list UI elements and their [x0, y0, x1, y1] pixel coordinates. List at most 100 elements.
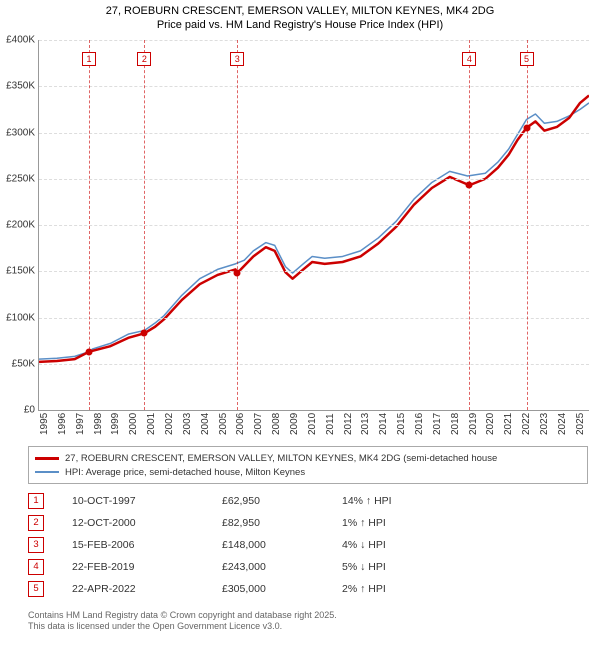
x-tick-label: 2015: [396, 413, 407, 435]
x-tick-label: 2014: [378, 413, 389, 435]
title-line2: Price paid vs. HM Land Registry's House …: [0, 18, 600, 32]
x-tick-label: 2005: [218, 413, 229, 435]
x-tick-label: 2003: [182, 413, 193, 435]
event-number: 3: [28, 537, 44, 553]
y-tick-label: £0: [1, 405, 35, 416]
footnote-line2: This data is licensed under the Open Gov…: [28, 621, 337, 632]
event-marker: 2: [137, 52, 151, 66]
x-tick-label: 2007: [253, 413, 264, 435]
event-marker: 4: [462, 52, 476, 66]
event-date: 10-OCT-1997: [72, 495, 222, 507]
event-dot: [86, 348, 93, 355]
legend-swatch-red: [35, 457, 59, 460]
table-row: 422-FEB-2019£243,0005% ↓ HPI: [28, 556, 452, 578]
event-dot: [141, 330, 148, 337]
series-price_paid: [39, 96, 589, 362]
events-table: 1 10-OCT-1997£62,95014% ↑ HPI 2 12-OCT-2000…: [28, 490, 452, 600]
event-date: 15-FEB-2006: [72, 539, 222, 551]
gridline: [39, 133, 589, 134]
event-pct: 14% ↑ HPI: [342, 495, 452, 507]
legend-swatch-blue: [35, 471, 59, 473]
event-dot: [466, 182, 473, 189]
table-row: 2 12-OCT-2000£82,9501% ↑ HPI: [28, 512, 452, 534]
x-tick-label: 2012: [343, 413, 354, 435]
gridline: [39, 364, 589, 365]
x-tick-label: 2016: [414, 413, 425, 435]
event-dot: [523, 124, 530, 131]
event-pct: 2% ↑ HPI: [342, 583, 452, 595]
x-tick-label: 2010: [307, 413, 318, 435]
x-tick-label: 1997: [75, 413, 86, 435]
event-number: 5: [28, 581, 44, 597]
table-row: 5 22-APR-2022£305,0002% ↑ HPI: [28, 578, 452, 600]
x-tick-label: 2019: [468, 413, 479, 435]
plot-area: £0£50K£100K£150K£200K£250K£300K£350K£400…: [38, 40, 589, 411]
x-tick-label: 2021: [503, 413, 514, 435]
event-price: £243,000: [222, 561, 342, 573]
y-tick-label: £250K: [1, 173, 35, 184]
event-number: 1: [28, 493, 44, 509]
x-tick-label: 2002: [164, 413, 175, 435]
x-tick-label: 2008: [271, 413, 282, 435]
table-row: 3 15-FEB-2006£148,0004% ↓ HPI: [28, 534, 452, 556]
event-date: 12-OCT-2000: [72, 517, 222, 529]
gridline: [39, 179, 589, 180]
x-tick-label: 2000: [128, 413, 139, 435]
legend-label-2: HPI: Average price, semi-detached house,…: [65, 467, 305, 478]
gridline: [39, 40, 589, 41]
x-tick-label: 1999: [110, 413, 121, 435]
event-line: [237, 40, 238, 410]
y-tick-label: £200K: [1, 220, 35, 231]
event-price: £62,950: [222, 495, 342, 507]
y-tick-label: £400K: [1, 35, 35, 46]
table-row: 1 10-OCT-1997£62,95014% ↑ HPI: [28, 490, 452, 512]
event-price: £82,950: [222, 517, 342, 529]
y-tick-label: £350K: [1, 81, 35, 92]
event-price: £305,000: [222, 583, 342, 595]
x-tick-label: 2025: [575, 413, 586, 435]
x-tick-label: 1996: [57, 413, 68, 435]
event-marker: 1: [82, 52, 96, 66]
x-tick-label: 2018: [450, 413, 461, 435]
x-tick-label: 2011: [325, 413, 336, 435]
event-date: 22-APR-2022: [72, 583, 222, 595]
event-marker: 3: [230, 52, 244, 66]
event-date: 22-FEB-2019: [72, 561, 222, 573]
gridline: [39, 271, 589, 272]
event-number: 4: [28, 559, 44, 575]
legend-row-price-paid: 27, ROEBURN CRESCENT, EMERSON VALLEY, MI…: [35, 451, 581, 465]
y-tick-label: £100K: [1, 312, 35, 323]
legend-label-1: 27, ROEBURN CRESCENT, EMERSON VALLEY, MI…: [65, 453, 497, 464]
event-price: £148,000: [222, 539, 342, 551]
gridline: [39, 318, 589, 319]
event-number: 2: [28, 515, 44, 531]
gridline: [39, 225, 589, 226]
event-dot: [234, 270, 241, 277]
x-tick-label: 2023: [539, 413, 550, 435]
event-line: [527, 40, 528, 410]
title-line1: 27, ROEBURN CRESCENT, EMERSON VALLEY, MI…: [0, 4, 600, 18]
event-marker: 5: [520, 52, 534, 66]
x-tick-label: 2017: [432, 413, 443, 435]
y-tick-label: £50K: [1, 358, 35, 369]
gridline: [39, 86, 589, 87]
x-tick-label: 2009: [289, 413, 300, 435]
footnote: Contains HM Land Registry data © Crown c…: [28, 610, 337, 632]
x-tick-label: 2022: [521, 413, 532, 435]
event-pct: 4% ↓ HPI: [342, 539, 452, 551]
y-tick-label: £300K: [1, 127, 35, 138]
chart-container: 27, ROEBURN CRESCENT, EMERSON VALLEY, MI…: [0, 0, 600, 650]
x-tick-label: 2001: [146, 413, 157, 435]
x-tick-label: 1995: [39, 413, 50, 435]
legend-row-hpi: HPI: Average price, semi-detached house,…: [35, 465, 581, 479]
series-hpi: [39, 103, 589, 359]
x-tick-label: 1998: [93, 413, 104, 435]
legend: 27, ROEBURN CRESCENT, EMERSON VALLEY, MI…: [28, 446, 588, 484]
x-tick-label: 2004: [200, 413, 211, 435]
footnote-line1: Contains HM Land Registry data © Crown c…: [28, 610, 337, 621]
x-tick-label: 2006: [235, 413, 246, 435]
x-tick-label: 2024: [557, 413, 568, 435]
chart-title: 27, ROEBURN CRESCENT, EMERSON VALLEY, MI…: [0, 0, 600, 33]
event-pct: 1% ↑ HPI: [342, 517, 452, 529]
y-tick-label: £150K: [1, 266, 35, 277]
